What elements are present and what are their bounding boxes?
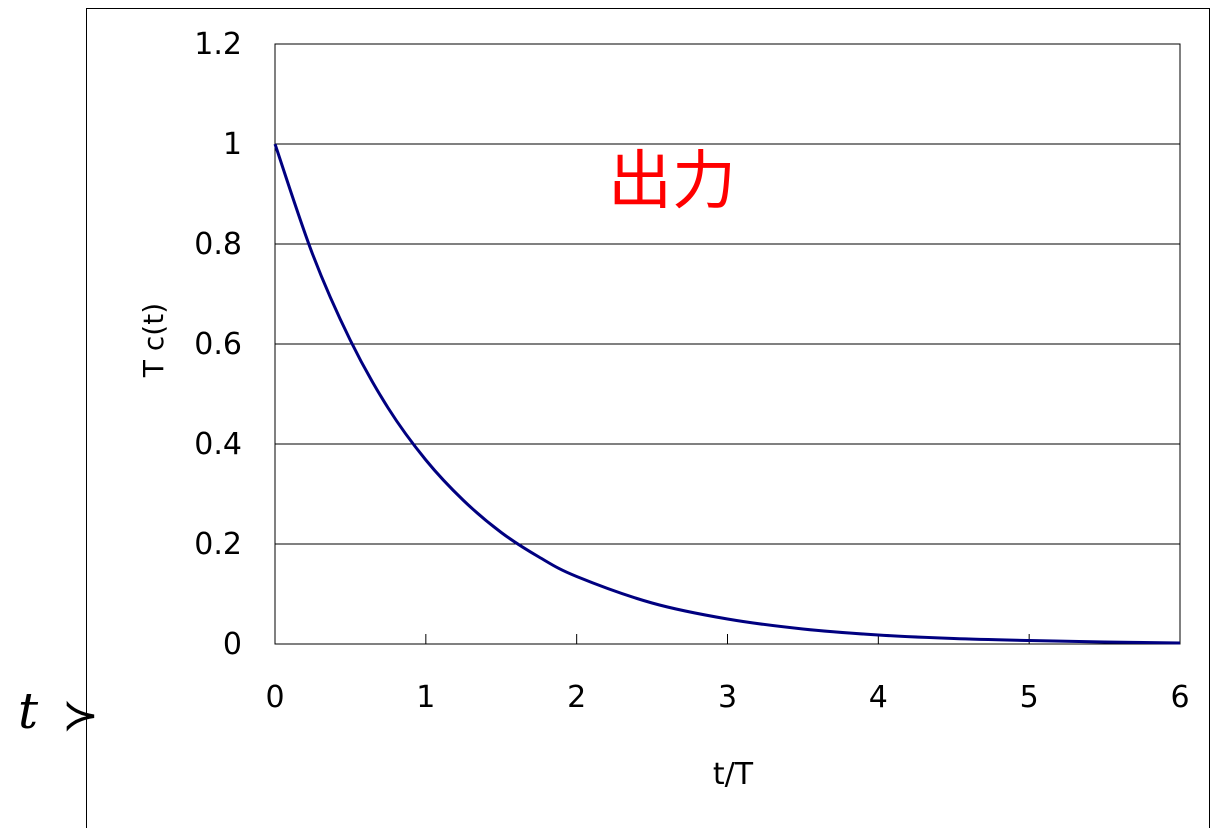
grid-lines [275,43,1180,645]
chart-frame [86,8,1210,828]
decay-curve [273,143,1181,645]
italic-t-glyph: t [18,682,39,740]
x-tick-label: 3 [718,680,737,715]
y-tick-label: 1.2 [194,27,242,62]
x-tick-label: 4 [869,680,888,715]
x-tick-label: 5 [1020,680,1039,715]
y-tick-labels: 0 0.2 0.4 0.6 0.8 1 1.2 [194,27,242,662]
partial-glyph: ≻ [62,690,99,741]
y-tick-label: 0.6 [194,327,242,362]
y-tick-label: 0.4 [194,427,242,462]
x-tick-label: 6 [1170,680,1189,715]
x-axis-label: t/T [713,757,754,792]
y-tick-label: 0.2 [194,527,242,562]
x-tick-label: 2 [567,680,586,715]
y-tick-label: 0.8 [194,227,242,262]
x-tick-label: 1 [416,680,435,715]
y-axis-label: T c(t) [137,303,170,378]
y-tick-label: 0 [223,627,242,662]
x-tick-label: 0 [265,680,284,715]
x-tick-labels: 0 1 2 3 4 5 6 [265,634,1190,715]
output-annotation: 出力 [608,145,736,219]
y-tick-label: 1 [223,127,242,162]
